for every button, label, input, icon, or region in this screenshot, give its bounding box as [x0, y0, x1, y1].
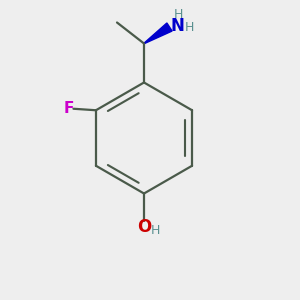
Text: H: H: [151, 224, 160, 237]
Text: H: H: [174, 8, 183, 21]
Text: F: F: [63, 101, 74, 116]
Text: O: O: [137, 218, 151, 236]
Text: N: N: [171, 17, 185, 35]
Polygon shape: [144, 23, 172, 44]
Text: H: H: [185, 21, 195, 34]
